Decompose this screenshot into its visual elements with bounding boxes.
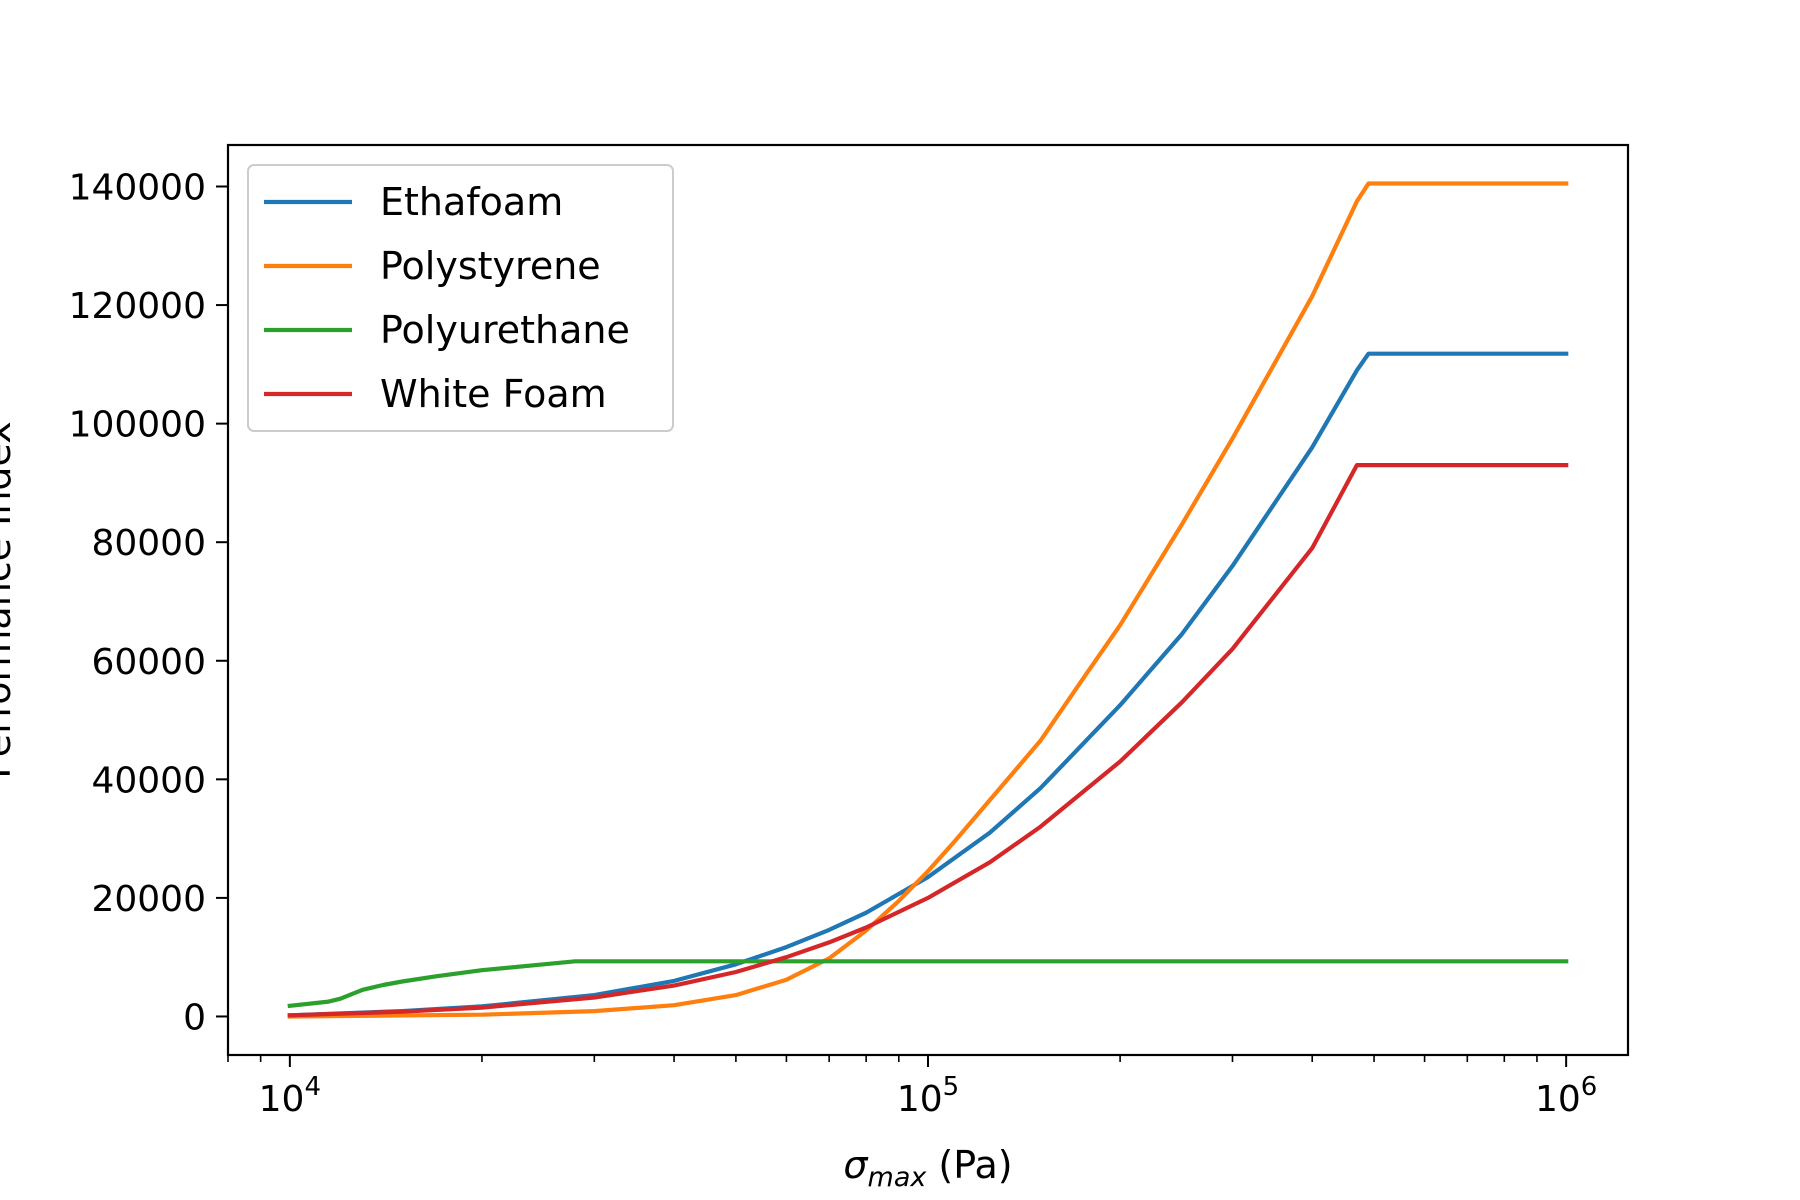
x-tick-exponent: 6: [1581, 1072, 1598, 1102]
x-axis-label-symbol: σ: [843, 1143, 869, 1187]
series-line-2: [287, 959, 1569, 1009]
legend-label-3: White Foam: [380, 372, 607, 416]
x-tick-base: 10: [1535, 1079, 1581, 1120]
series-line-3: [287, 463, 1569, 1018]
x-tick-label-1: 105: [897, 1072, 959, 1120]
x-tick-base: 10: [259, 1079, 305, 1120]
legend-label-2: Polyurethane: [380, 308, 630, 352]
legend: Ethafoam Polystyrene Polyurethane White Foa…: [247, 164, 674, 432]
x-tick-exponent: 5: [943, 1072, 960, 1102]
series-line-0: [287, 351, 1569, 1018]
y-tick-label-5: 100000: [69, 405, 206, 446]
y-tick-label-6: 120000: [69, 286, 206, 327]
y-axis-label: Performance Index: [0, 421, 19, 779]
y-tick-label-4: 80000: [91, 523, 206, 564]
y-tick-label-3: 60000: [91, 642, 206, 683]
x-tick-label-2: 106: [1535, 1072, 1597, 1120]
y-tick-label-0: 0: [183, 997, 206, 1038]
y-axis: 0 20000 40000 60000 80000 100000 120000 140000: [69, 167, 228, 1038]
x-tick-base: 10: [897, 1079, 943, 1120]
x-tick-exponent: 4: [304, 1072, 321, 1102]
legend-label-1: Polystyrene: [380, 244, 601, 288]
x-axis-label-subscript: max: [868, 1162, 928, 1193]
x-tick-label-0: 104: [259, 1072, 321, 1120]
legend-box: [247, 164, 674, 432]
y-tick-label-2: 40000: [91, 760, 206, 801]
series-line-1: [287, 181, 1569, 1019]
legend-label-0: Ethafoam: [380, 180, 563, 224]
x-axis-label: σmax (Pa): [843, 1143, 1012, 1193]
series-layer: [287, 181, 1569, 1019]
x-axis: 104 105 106: [227, 1055, 1597, 1120]
x-axis-label-unit: (Pa): [926, 1143, 1012, 1187]
y-tick-label-7: 140000: [69, 167, 206, 208]
y-tick-label-1: 20000: [91, 879, 206, 920]
